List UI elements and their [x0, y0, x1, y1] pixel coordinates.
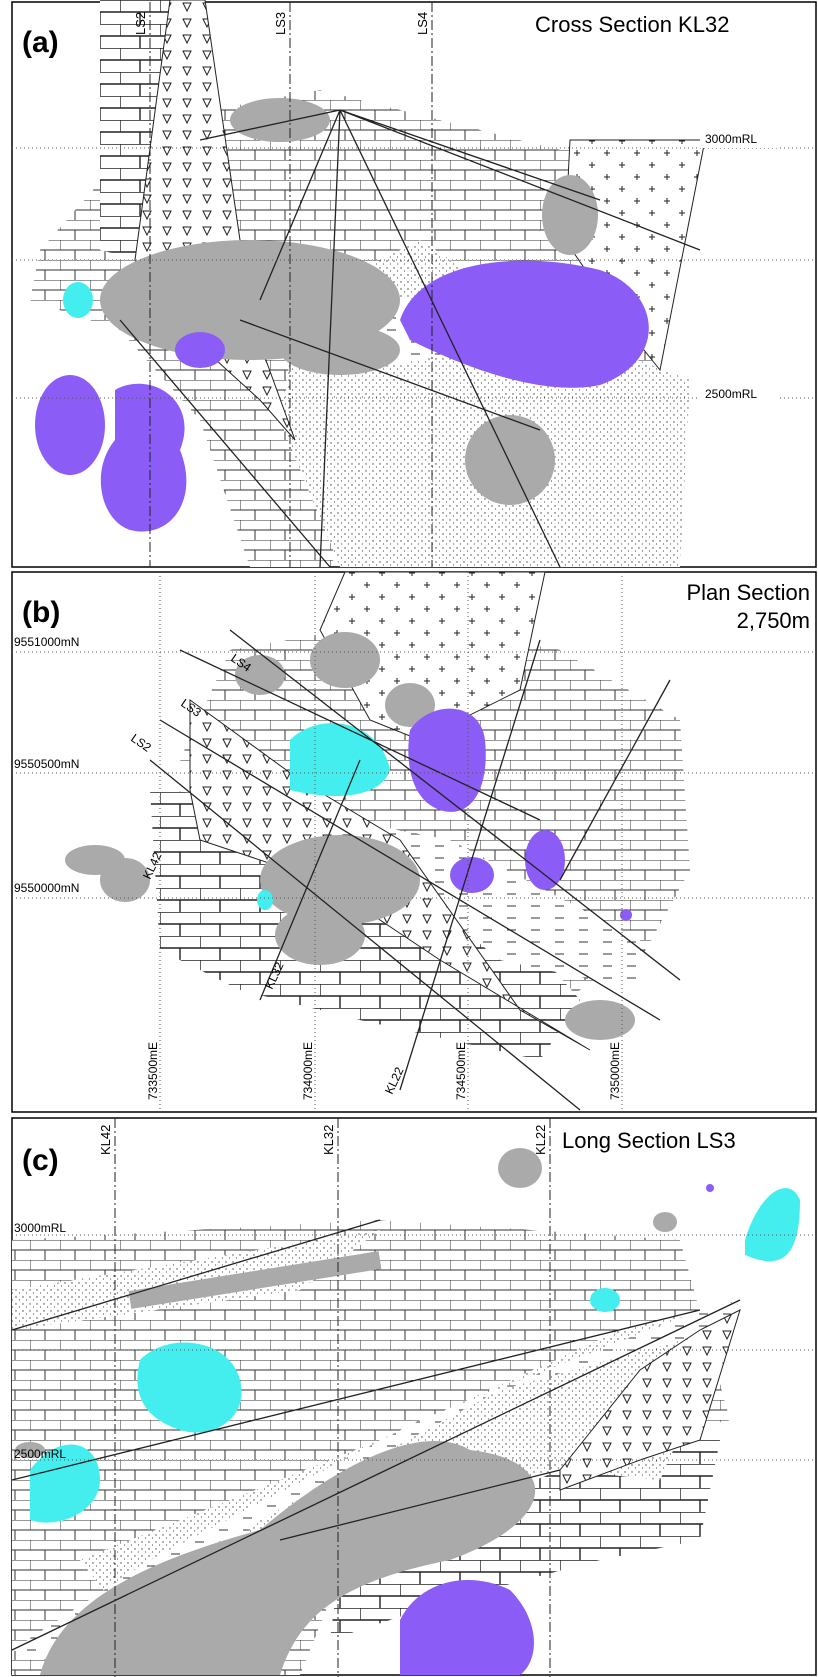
level-label: 2500mRL: [14, 1447, 66, 1461]
gray-body: [100, 858, 150, 902]
gray-body: [465, 415, 555, 505]
northing-label: 9550000mN: [14, 881, 79, 895]
figure: (a) Cross Section KL32 LS2 LS3 LS4 3000m…: [0, 0, 818, 1677]
panel-subtitle: 2,750m: [737, 608, 810, 633]
page: (a) Cross Section KL32 LS2 LS3 LS4 3000m…: [0, 0, 818, 1677]
panel-b: (b) Plan Section 2,750m 9551000mN 955050…: [12, 572, 816, 1112]
level-label: 3000mRL: [14, 1221, 66, 1235]
panel-title: Plan Section: [686, 580, 810, 605]
level-label: 3000mRL: [705, 132, 757, 146]
section-label: KL22: [533, 1125, 548, 1155]
easting-label: 735000mE: [608, 1042, 622, 1100]
gray-body: [565, 1000, 635, 1040]
easting-label: 733500mE: [146, 1042, 160, 1100]
easting-label: 734000mE: [301, 1042, 315, 1100]
purple-body: [35, 375, 105, 475]
purple-body: [620, 909, 632, 921]
panel-title: Long Section LS3: [562, 1128, 736, 1153]
gray-body: [653, 1212, 677, 1232]
purple-body: [175, 332, 225, 368]
purple-body: [706, 1184, 714, 1192]
gray-body: [280, 325, 400, 375]
section-label: KL32: [321, 1125, 336, 1155]
cyan-body: [257, 890, 273, 910]
panel-title: Cross Section KL32: [535, 12, 729, 37]
gray-body: [310, 632, 380, 688]
easting-label: 734500mE: [454, 1042, 468, 1100]
panel-a: (a) Cross Section KL32 LS2 LS3 LS4 3000m…: [12, 0, 816, 567]
panel-label: (b): [22, 596, 60, 629]
panel-label: (a): [22, 26, 59, 59]
panel-label: (c): [22, 1144, 59, 1177]
section-label: LS3: [273, 12, 288, 35]
gray-body: [542, 175, 598, 255]
cyan-body: [63, 282, 93, 318]
northing-label: 9551000mN: [14, 635, 79, 649]
purple-body: [450, 857, 494, 893]
gray-body: [230, 98, 330, 142]
northing-label: 9550500mN: [14, 757, 79, 771]
section-label: KL42: [98, 1125, 113, 1155]
level-label: 2500mRL: [705, 387, 757, 401]
purple-body: [525, 830, 565, 890]
cyan-body: [590, 1288, 620, 1312]
gray-body: [275, 905, 365, 965]
panel-c: (c) Long Section LS3 KL42 KL32 KL22 3000…: [12, 1118, 816, 1677]
section-label: LS4: [415, 12, 430, 35]
section-label: LS2: [133, 12, 148, 35]
